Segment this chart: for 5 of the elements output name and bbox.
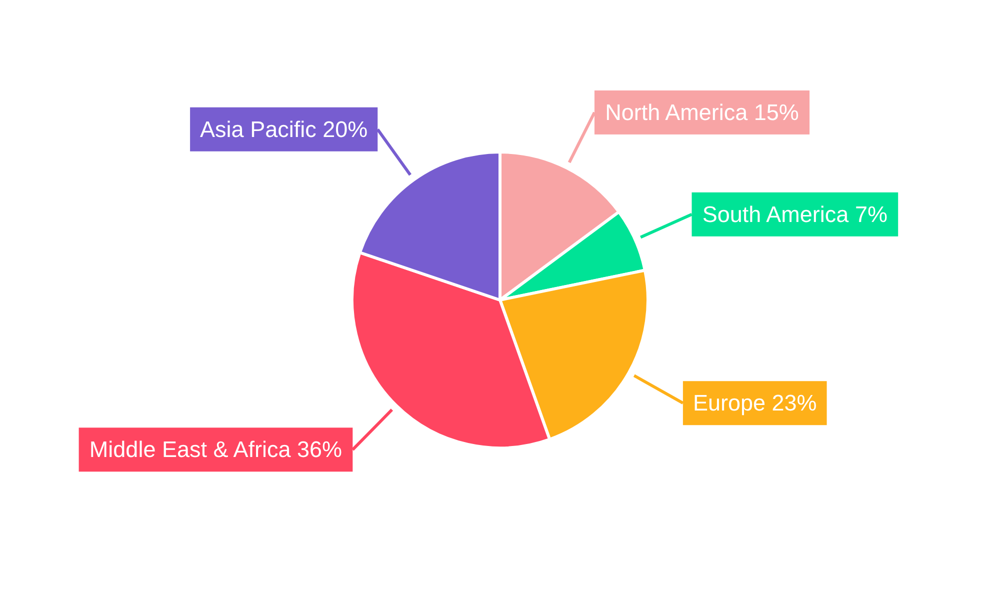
slice-label: Middle East & Africa 36%: [89, 437, 342, 462]
slice-label: South America 7%: [702, 202, 888, 227]
slice-label: North America 15%: [605, 100, 799, 125]
slice-label: Europe 23%: [692, 390, 817, 416]
slice-label: Asia Pacific 20%: [200, 116, 368, 142]
